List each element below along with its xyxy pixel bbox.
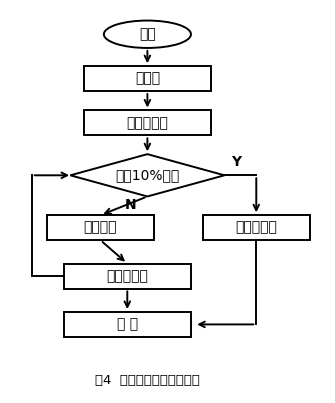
Text: 检测电阵値: 检测电阵値 <box>127 116 169 130</box>
Bar <box>64 312 191 337</box>
Text: N: N <box>125 199 136 212</box>
Text: 不切换量程: 不切换量程 <box>235 221 277 235</box>
Bar <box>64 264 191 289</box>
Polygon shape <box>70 154 224 197</box>
Bar <box>84 66 211 91</box>
Text: 开始: 开始 <box>139 27 156 41</box>
Text: 切换量程: 切换量程 <box>84 221 117 235</box>
Text: 图4  测试电路的软件流程图: 图4 测试电路的软件流程图 <box>95 374 200 387</box>
Text: 大于10%量程: 大于10%量程 <box>115 168 180 182</box>
Text: 显 示: 显 示 <box>117 318 138 331</box>
Bar <box>47 215 154 240</box>
Bar <box>84 110 211 135</box>
Text: 初始化: 初始化 <box>135 72 160 85</box>
Text: 检测电阵値: 检测电阵値 <box>107 269 148 283</box>
Text: Y: Y <box>231 155 241 169</box>
Bar <box>203 215 310 240</box>
